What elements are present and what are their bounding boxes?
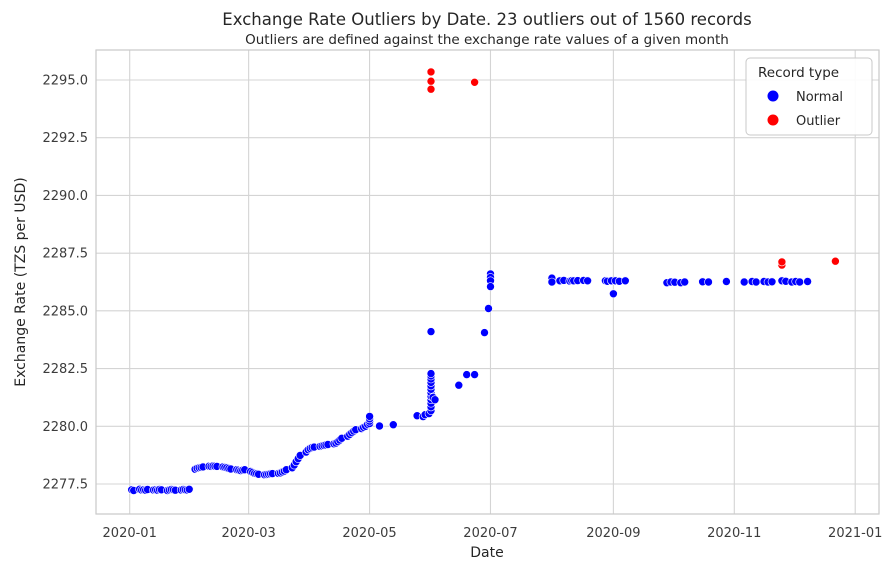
y-tick-label: 2282.5 [43,362,89,377]
y-tick-label: 2280.0 [43,420,89,435]
chart-title: Exchange Rate Outliers by Date. 23 outli… [222,10,751,29]
data-point-outlier [426,67,436,77]
x-axis-label: Date [470,545,503,561]
data-point-normal [803,277,812,286]
y-axis-label: Exchange Rate (TZS per USD) [13,177,29,386]
data-point-outlier [831,256,840,266]
plot-border [95,49,880,515]
x-tick-label: 2020-01 [103,526,157,541]
data-point-normal [375,421,384,431]
legend-box [745,57,873,136]
data-point-outlier [777,257,787,267]
y-tick-label: 2295.0 [43,74,89,89]
x-tick-label: 2020-05 [342,526,396,541]
data-point-normal [480,328,489,337]
data-point-normal [184,484,194,494]
data-point-normal [454,380,464,390]
x-tick-labels: 2020-01 2020-03 2020-05 2020-07 2020-09 2020-… [103,526,883,541]
data-point-outlier [470,78,479,87]
chart-subtitle: Outliers are defined against the exchang… [245,32,729,48]
data-point-normal [795,277,805,287]
data-point-normal [751,277,761,287]
legend-normal-dot-icon [767,90,779,102]
x-tick-label: 2021-01 [828,526,882,541]
data-point-normal [620,276,630,286]
data-point-normal [722,277,731,286]
outlier-points-group [426,67,840,270]
data-point-normal [547,277,557,287]
data-point-normal [739,277,749,287]
y-tick-label: 2277.5 [43,477,89,492]
normal-points-group [127,269,812,495]
y-tick-label: 2287.5 [43,247,89,262]
x-tick-label: 2020-07 [463,526,517,541]
y-tick-label: 2285.0 [43,304,89,319]
data-point-normal [365,412,374,421]
data-point-normal [430,395,440,405]
data-point-normal [704,277,713,287]
data-point-normal [388,420,398,430]
data-point-normal [609,289,618,299]
legend-outlier-dot-icon [767,114,779,126]
data-point-normal [486,282,495,291]
x-tick-label: 2020-11 [707,526,761,541]
data-point-normal [583,276,592,286]
data-point-normal [426,369,436,378]
legend-outlier-label: Outlier [796,114,841,129]
data-point-normal [470,370,479,379]
data-point-normal [767,277,777,287]
data-point-normal [680,277,690,287]
data-point-outlier [426,84,436,94]
x-tick-label: 2020-03 [221,526,275,541]
y-tick-label: 2292.5 [43,131,89,146]
x-tick-label: 2020-09 [586,526,640,541]
data-point-normal [426,327,436,336]
legend-title: Record type [758,65,839,81]
data-point-normal [462,370,472,379]
data-point-normal [484,304,493,313]
legend-normal-label: Normal [796,90,843,105]
legend: Record type Normal Outlier [745,57,873,136]
y-tick-label: 2290.0 [43,189,89,204]
data-point-outlier [426,76,436,86]
y-tick-labels: 2277.5 2280.0 2282.5 2285.0 2287.5 2290.0 2292… [43,74,89,493]
